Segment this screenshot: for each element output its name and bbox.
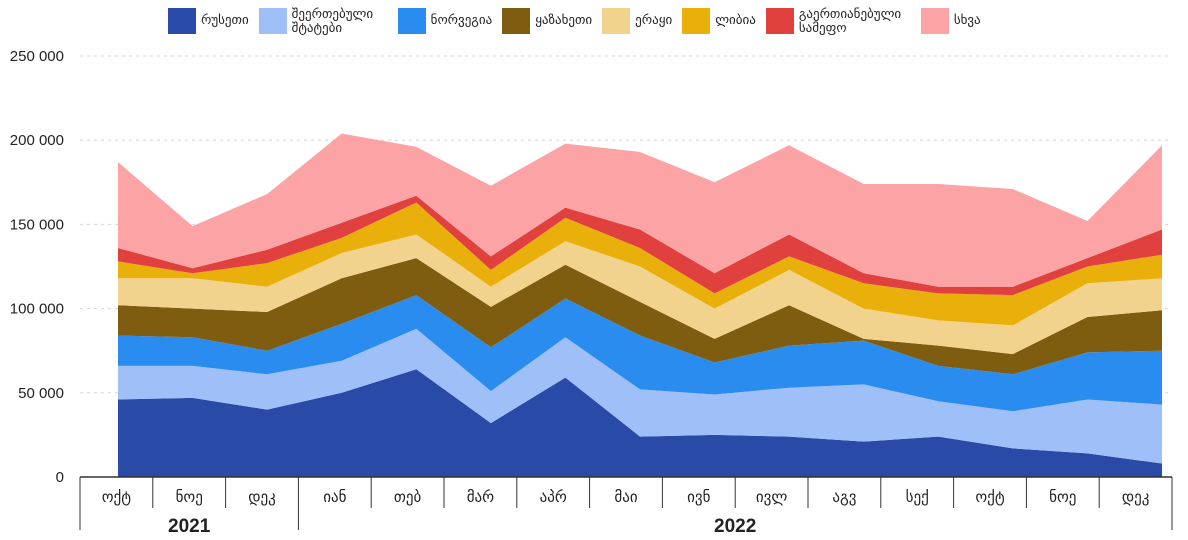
area-series-0: რუსეთი	[118, 369, 1162, 477]
area-series-5: ლიბია	[118, 202, 1162, 326]
y-tick-label: 100 000	[10, 301, 64, 318]
x-tick-label: დეკ	[248, 488, 276, 506]
legend-swatch	[602, 8, 631, 34]
x-tick-label: ოქტ	[102, 488, 131, 506]
legend-item-libya: ლიბია	[682, 8, 756, 34]
x-tick-label: ივნ	[687, 488, 710, 506]
y-tick-label: 50 000	[18, 385, 64, 402]
x-tick-label: დეკ	[1122, 488, 1150, 506]
x-tick-label: აგვ	[832, 488, 856, 506]
legend-label: სხვა	[953, 13, 981, 28]
legend-label: გაერთიანებული სამეფო	[798, 7, 902, 36]
legend-label: ყაზახეთი	[535, 13, 593, 28]
legend-item-other: სხვა	[920, 8, 981, 34]
x-tick-label: ნოე	[176, 488, 203, 506]
area-series-2: ნორვეგია	[118, 295, 1162, 412]
area-series-3: ყაზახეთი	[118, 258, 1162, 375]
x-tick-label: იან	[323, 488, 346, 506]
x-tick-label: სექ	[906, 488, 929, 506]
legend-swatch	[168, 8, 196, 34]
legend-swatch	[682, 8, 711, 34]
x-tick-label: ნოე	[1049, 488, 1076, 506]
legend-item-norway: ნორვეგია	[397, 8, 493, 34]
legend-label: შეერთებული შტატები	[291, 7, 374, 36]
legend-label: ლიბია	[715, 13, 756, 28]
legend-item-iraq: ერაყი	[602, 8, 672, 34]
legend: რუსეთი შეერთებული შტატები ნორვეგია ყაზახ…	[168, 8, 991, 48]
legend-swatch	[765, 8, 794, 34]
area-series-1: შეერთებული შტატები	[118, 328, 1162, 464]
area-series-7: სხვა	[118, 133, 1162, 287]
legend-label: ნორვეგია	[430, 13, 493, 28]
x-tick-label: აპრ	[540, 488, 567, 506]
x-tick-label: ოქტ	[975, 488, 1004, 506]
x-year-label: 2021	[168, 516, 211, 537]
y-tick-label: 150 000	[10, 216, 64, 233]
legend-label: ერაყი	[635, 13, 673, 28]
legend-item-kazakhstan: ყაზახეთი	[502, 8, 592, 34]
legend-item-russia: რუსეთი	[168, 8, 249, 34]
x-year-label: 2022	[714, 516, 756, 537]
legend-swatch	[920, 8, 949, 34]
y-tick-label: 250 000	[10, 48, 64, 65]
area-series-4: ერაყი	[118, 234, 1162, 355]
x-tick-label: მაი	[614, 488, 637, 506]
y-tick-label: 0	[56, 469, 64, 486]
legend-label: რუსეთი	[201, 13, 249, 28]
legend-item-uk: გაერთიანებული სამეფო	[765, 7, 911, 36]
legend-swatch	[502, 8, 531, 34]
x-tick-label: მარ	[467, 488, 494, 506]
legend-swatch	[258, 8, 287, 34]
y-tick-label: 200 000	[10, 132, 64, 149]
area-series-6: გაერთიანებული სამეფო	[118, 195, 1162, 296]
x-tick-label: ივლ	[756, 488, 787, 506]
legend-item-usa: შეერთებული შტატები	[258, 7, 388, 36]
legend-swatch	[397, 8, 426, 34]
x-tick-label: თებ	[394, 488, 422, 506]
